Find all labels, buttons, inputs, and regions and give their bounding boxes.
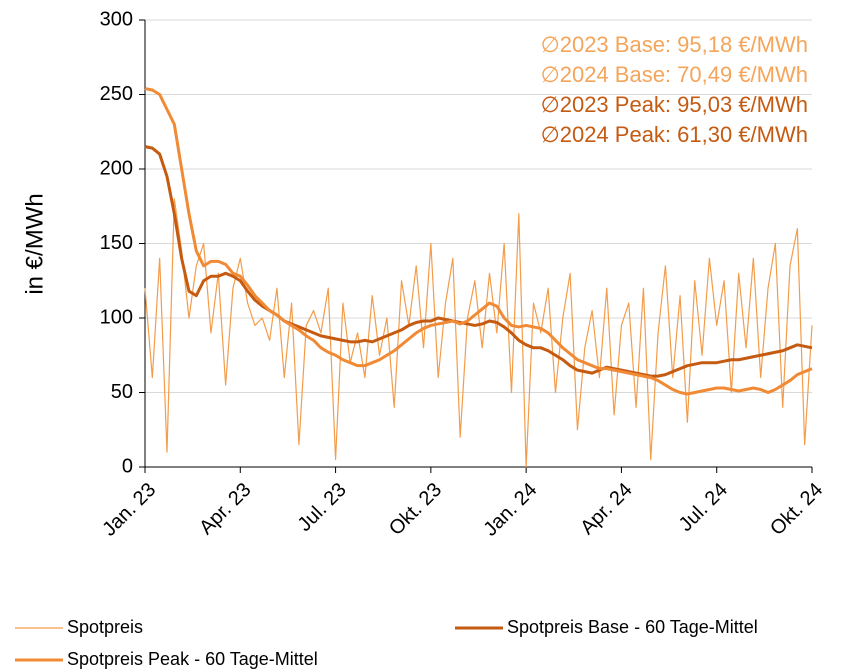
series-line — [144, 198, 813, 468]
x-tick-label: Okt. 24 — [766, 479, 827, 540]
x-tick-label: Apr. 23 — [195, 479, 255, 539]
legend-label: Spotpreis — [67, 617, 143, 637]
annotation: ∅2023 Peak: 95,03 €/MWh — [541, 92, 808, 117]
y-tick-label: 0 — [122, 455, 133, 477]
x-tick-label: Jan. 23 — [98, 479, 160, 541]
y-tick-label: 300 — [100, 8, 133, 30]
legend-label: Spotpreis Peak - 60 Tage-Mittel — [67, 649, 318, 669]
x-tick-label: Jul. 23 — [294, 479, 351, 536]
y-tick-label: 250 — [100, 83, 133, 105]
y-tick-label: 50 — [111, 381, 133, 403]
y-tick-label: 200 — [100, 157, 133, 179]
x-tick-label: Okt. 23 — [385, 479, 446, 540]
annotation: ∅2024 Peak: 61,30 €/MWh — [541, 122, 808, 147]
y-axis-label: in €/MWh — [21, 193, 48, 294]
y-tick-label: 100 — [100, 306, 133, 328]
series-line — [144, 145, 813, 378]
x-tick-label: Jan. 24 — [479, 479, 541, 541]
y-tick-label: 150 — [100, 232, 133, 254]
annotation: ∅2023 Base: 95,18 €/MWh — [541, 32, 808, 57]
x-tick-label: Apr. 24 — [576, 479, 636, 539]
series-line — [144, 87, 813, 396]
legend-label: Spotpreis Base - 60 Tage-Mittel — [507, 617, 758, 637]
x-tick-label: Jul. 24 — [675, 479, 732, 536]
annotation: ∅2024 Base: 70,49 €/MWh — [541, 62, 808, 87]
